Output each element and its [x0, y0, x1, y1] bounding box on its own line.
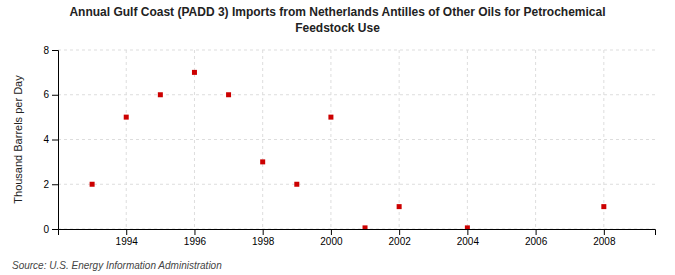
y-tick-label: 0: [43, 224, 49, 235]
y-tick: 4: [43, 134, 58, 145]
point: [294, 182, 299, 187]
x-tick: 2004: [457, 229, 480, 247]
x-tick-mark: [194, 229, 195, 235]
x-tick: 2008: [593, 229, 616, 247]
title: Feedstock Use: [295, 21, 380, 35]
grid-line: [399, 50, 400, 229]
grid-line: [58, 139, 655, 140]
x-tick-mark: [263, 229, 264, 235]
y-tick: 8: [43, 45, 58, 56]
point: [226, 92, 231, 97]
y-tick-mark: [52, 140, 58, 141]
x-axis: 1994 1996 1998 2000 2002 2004 2006 2008: [59, 229, 656, 247]
x-axis-line: [59, 230, 656, 236]
grid-line: [58, 50, 655, 51]
chart: Annual Gulf Coast (PADD 3) Imports from …: [0, 0, 675, 275]
x-tick-label: 2006: [525, 236, 548, 247]
x-tick-label: 1994: [116, 236, 139, 247]
x-tick-mark: [604, 229, 605, 235]
point: [465, 225, 470, 229]
grid-line: [194, 50, 195, 229]
point: [328, 115, 333, 120]
point: [192, 70, 197, 75]
x-tick: 2002: [389, 229, 412, 247]
x-tick: 1994: [116, 229, 139, 247]
point: [158, 92, 163, 97]
point: [363, 225, 368, 229]
y-tick: 2: [43, 179, 58, 190]
y-tick-label: 8: [43, 45, 49, 56]
grid-line: [535, 50, 536, 229]
y-tick-label: 6: [43, 89, 49, 100]
y-axis: 0 2 4 6 8: [43, 45, 58, 235]
x-tick: 2006: [525, 229, 548, 247]
points: [90, 70, 607, 229]
x-tick-label: 1998: [252, 236, 275, 247]
chart-container: Annual Gulf Coast (PADD 3) Imports from …: [0, 0, 675, 275]
x-tick-mark: [536, 229, 537, 235]
grid-line: [58, 184, 655, 185]
x-tick-label: 1996: [184, 236, 207, 247]
title: Annual Gulf Coast (PADD 3) Imports from …: [69, 5, 605, 19]
grid-line: [603, 50, 604, 229]
point: [601, 204, 606, 209]
point: [90, 182, 95, 187]
x-tick-label: 2004: [457, 236, 480, 247]
grid: [58, 50, 655, 229]
y-tick-label: 4: [43, 134, 49, 145]
point: [260, 159, 265, 164]
y-tick-mark: [52, 95, 58, 96]
x-tick-mark: [467, 229, 468, 235]
x-tick-mark: [331, 229, 332, 235]
grid-line: [330, 50, 331, 229]
x-tick: 1998: [252, 229, 275, 247]
x-tick-label: 2002: [389, 236, 412, 247]
y-axis-line: [52, 51, 59, 230]
y-tick: 6: [43, 89, 58, 100]
source: Source: U.S. Energy Information Administ…: [12, 260, 222, 271]
y-tick-label: 2: [43, 179, 49, 190]
x-tick: 2000: [320, 229, 343, 247]
x-tick-mark: [126, 229, 127, 235]
grid-line: [126, 50, 127, 229]
x-tick-label: 2000: [320, 236, 343, 247]
x-tick: 1996: [184, 229, 207, 247]
x-tick-label: 2008: [593, 236, 616, 247]
plot: 1994 1996 1998 2000 2002 2004 2006 2008 0 2 4 6 8 Tho…: [12, 45, 656, 247]
y-tick-mark: [52, 184, 58, 185]
grid-line: [58, 94, 655, 95]
grid-line: [467, 50, 468, 229]
y-tick-mark: [52, 50, 58, 51]
x-tick-mark: [399, 229, 400, 235]
y-tick-mark: [52, 229, 58, 230]
point: [124, 115, 129, 120]
grid-line: [262, 50, 263, 229]
y-tick: 0: [43, 224, 58, 235]
point: [397, 204, 402, 209]
y-axis-title: Thousand Barrels per Day: [12, 75, 24, 204]
